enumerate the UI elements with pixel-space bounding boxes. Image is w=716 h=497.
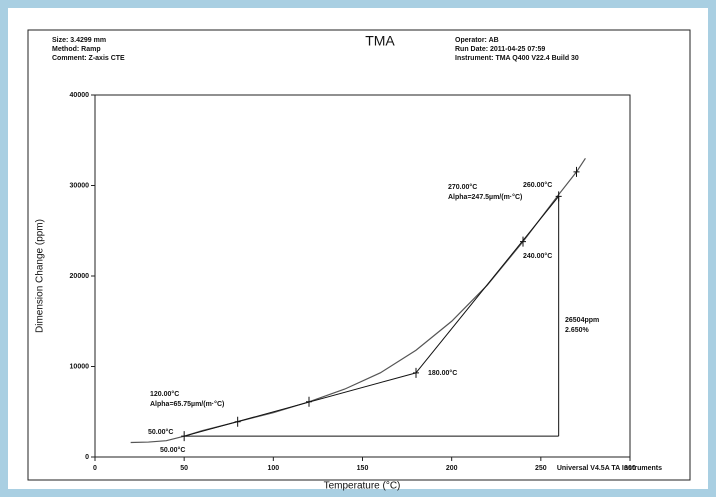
header-left: Method: Ramp bbox=[52, 46, 101, 53]
marker bbox=[520, 236, 526, 247]
annotation: Alpha=247.5µm/(m·°C) bbox=[448, 193, 522, 201]
y-tick-label: 40000 bbox=[70, 92, 90, 99]
x-tick-label: 0 bbox=[93, 465, 97, 472]
marker bbox=[573, 166, 580, 177]
header-left: Comment: Z-axis CTE bbox=[52, 55, 125, 62]
marker bbox=[413, 367, 419, 378]
footer: Universal V4.5A TA Instruments bbox=[557, 465, 662, 472]
x-tick-label: 50 bbox=[180, 465, 188, 472]
header-right: Run Date: 2011-04-25 07:59 bbox=[455, 46, 545, 53]
annotation: 180.00°C bbox=[428, 369, 457, 377]
border bbox=[27, 29, 691, 481]
marker bbox=[234, 416, 241, 427]
annotation: 50.00°C bbox=[160, 446, 185, 454]
y-tick-label: 10000 bbox=[70, 363, 90, 370]
y-tick-label: 0 bbox=[85, 454, 89, 461]
x-tick-label: 100 bbox=[267, 465, 279, 472]
y-tick-label: 30000 bbox=[70, 182, 90, 189]
marker bbox=[181, 431, 188, 442]
header-left: Size: 3.4299 mm bbox=[52, 37, 106, 44]
header-right: Operator: AB bbox=[455, 37, 499, 44]
annotation: 240.00°C bbox=[523, 252, 552, 260]
annotation: Alpha=65.75µm/(m·°C) bbox=[150, 400, 224, 408]
annotation: 26504ppm bbox=[565, 317, 599, 324]
analysis-line bbox=[415, 196, 560, 374]
marker bbox=[306, 396, 312, 407]
chart-title: TMA bbox=[365, 33, 395, 49]
y-axis-label: Dimension Change (ppm) bbox=[35, 219, 46, 333]
annotation: 260.00°C bbox=[523, 181, 552, 189]
annotation: 120.00°C bbox=[150, 390, 179, 398]
x-tick-label: 150 bbox=[357, 465, 369, 472]
x-tick-label: 250 bbox=[535, 465, 547, 472]
y-tick-label: 20000 bbox=[70, 273, 90, 280]
page bbox=[8, 8, 708, 489]
analysis-line bbox=[184, 372, 417, 437]
annotation: 2.650% bbox=[565, 327, 590, 334]
x-tick-label: 200 bbox=[446, 465, 458, 472]
marker bbox=[555, 191, 562, 202]
annotation: 270.00°C bbox=[448, 183, 477, 191]
header-right: Instrument: TMA Q400 V22.4 Build 30 bbox=[455, 55, 579, 62]
x-tick-label: 300 bbox=[624, 465, 636, 472]
x-axis-label: Temperature (°C) bbox=[324, 481, 401, 492]
annotation: 50.00°C bbox=[148, 428, 173, 436]
